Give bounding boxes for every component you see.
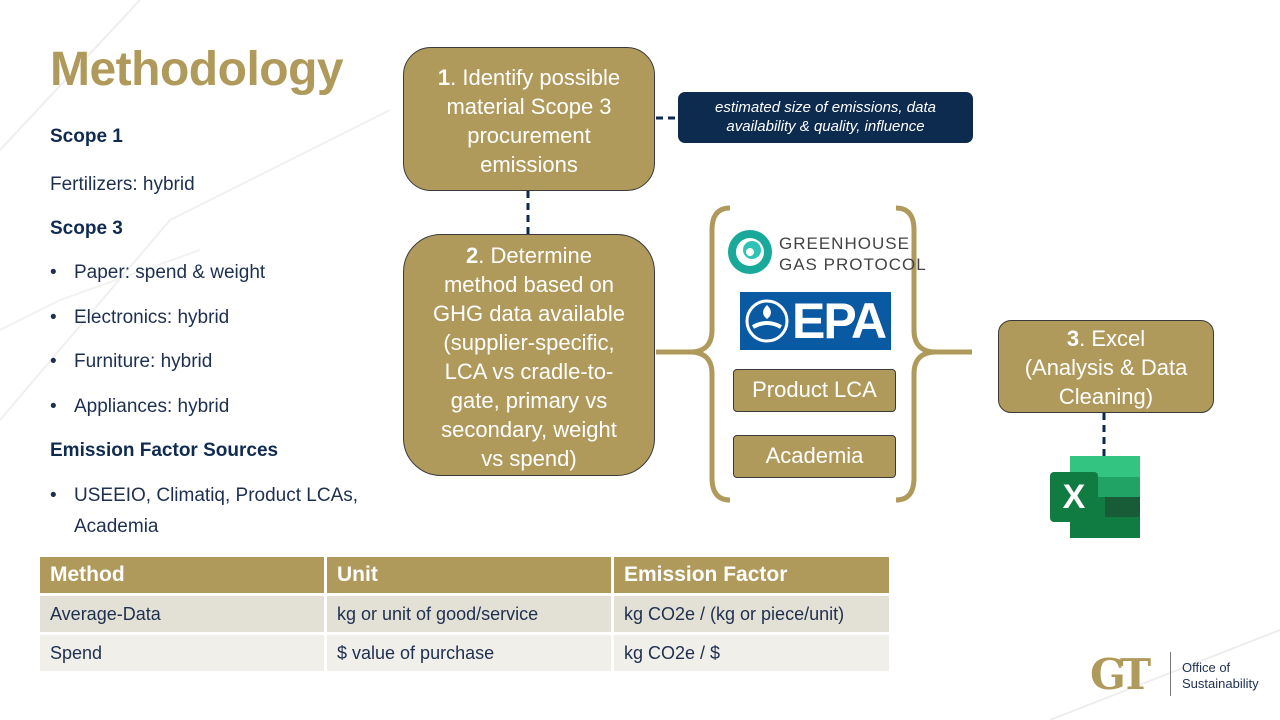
- table-cell: kg CO2e / $: [612, 633, 892, 674]
- table-header: Method: [40, 557, 327, 596]
- table-cell: Spend: [40, 633, 327, 674]
- scope1-heading: Scope 1: [50, 126, 123, 147]
- step3-box: 3. Excel (Analysis & Data Cleaning): [998, 320, 1214, 413]
- table-header: Unit: [325, 557, 614, 596]
- emission-factor-heading: Emission Factor Sources: [50, 440, 279, 461]
- epa-flower-icon: [745, 299, 789, 343]
- ghg-protocol-logo-icon: [728, 230, 772, 274]
- step1-box: 1. Identify possible material Scope 3 pr…: [403, 47, 655, 191]
- excel-logo-icon: [1050, 456, 1140, 538]
- page-title: Methodology: [50, 43, 344, 96]
- gt-logo: GT: [1090, 650, 1151, 699]
- step2-box: 2. Determine method based on GHG data av…: [403, 234, 655, 476]
- table-cell: kg CO2e / (kg or piece/unit): [612, 594, 892, 635]
- table-header-row: Method Unit Emission Factor: [40, 557, 892, 596]
- scope1-item: Fertilizers: hybrid: [50, 174, 195, 195]
- table-row: Spend $ value of purchase kg CO2e / $: [40, 633, 892, 674]
- ghg-protocol-label: GREENHOUSE GAS PROTOCOL: [779, 234, 927, 274]
- logo-divider: [1170, 652, 1171, 696]
- table-cell: Average-Data: [40, 594, 327, 635]
- table-cell: kg or unit of good/service: [325, 594, 614, 635]
- excel-letter: X: [1062, 478, 1086, 516]
- table-header: Emission Factor: [612, 557, 892, 596]
- academia-tag: Academia: [733, 435, 896, 478]
- table-cell: $ value of purchase: [325, 633, 614, 674]
- methods-table: Method Unit Emission Factor Average-Data…: [40, 557, 892, 674]
- criteria-note: estimated size of emissions, data availa…: [678, 92, 973, 143]
- table-row: Average-Data kg or unit of good/service …: [40, 594, 892, 635]
- product-lca-tag: Product LCA: [733, 369, 896, 412]
- scope3-heading: Scope 3: [50, 218, 123, 239]
- epa-label: EPA: [792, 293, 887, 349]
- office-label: Office of Sustainability: [1182, 660, 1259, 691]
